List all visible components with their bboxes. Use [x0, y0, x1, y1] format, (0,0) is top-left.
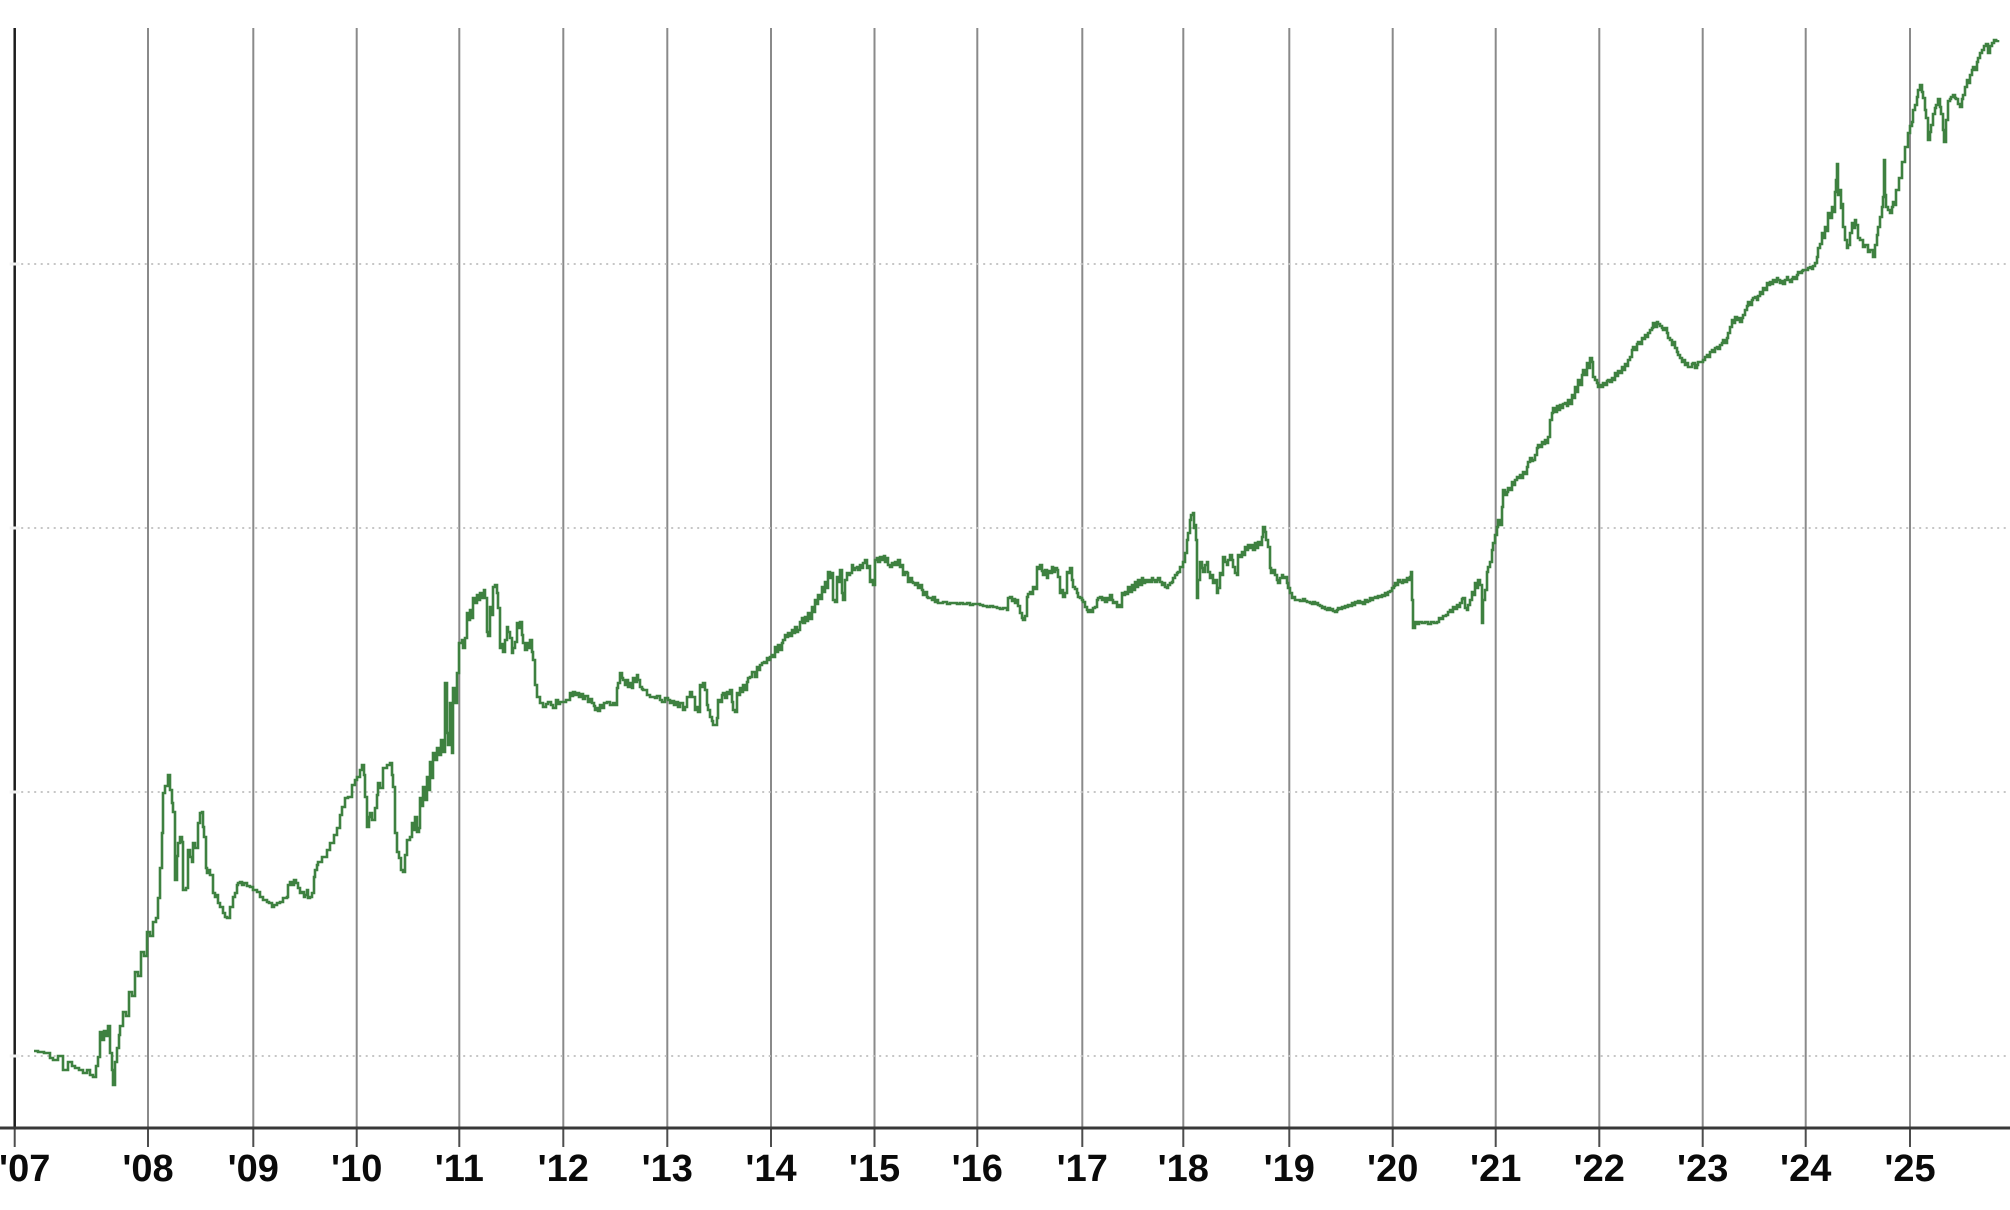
x-tick-label: '20	[1367, 1148, 1418, 1190]
y-axis-notch	[9, 262, 20, 266]
x-tick-label: '07	[0, 1148, 50, 1190]
y-axis-notch	[9, 790, 20, 794]
x-tick-label: '08	[122, 1148, 173, 1190]
x-tick-label: '24	[1780, 1148, 1831, 1190]
x-tick-label: '25	[1884, 1148, 1935, 1190]
x-tick-label: '19	[1264, 1148, 1315, 1190]
x-tick-label: '15	[849, 1148, 900, 1190]
x-tick-label: '18	[1158, 1148, 1209, 1190]
x-tick-label: '13	[642, 1148, 693, 1190]
x-tick-label: '12	[538, 1148, 589, 1190]
x-tick-label: '16	[952, 1148, 1003, 1190]
x-tick-label: '17	[1057, 1148, 1108, 1190]
x-tick-label: '21	[1470, 1148, 1521, 1190]
x-tick-label: '22	[1574, 1148, 1625, 1190]
price-line	[34, 38, 2000, 1087]
x-tick-label: '11	[435, 1148, 484, 1190]
x-tick-label: '23	[1677, 1148, 1728, 1190]
x-tick-label: '14	[745, 1148, 796, 1190]
y-axis-notch	[9, 1054, 20, 1058]
y-axis-notch	[9, 526, 20, 530]
x-tick-label: '09	[228, 1148, 279, 1190]
x-tick-label: '10	[331, 1148, 382, 1190]
